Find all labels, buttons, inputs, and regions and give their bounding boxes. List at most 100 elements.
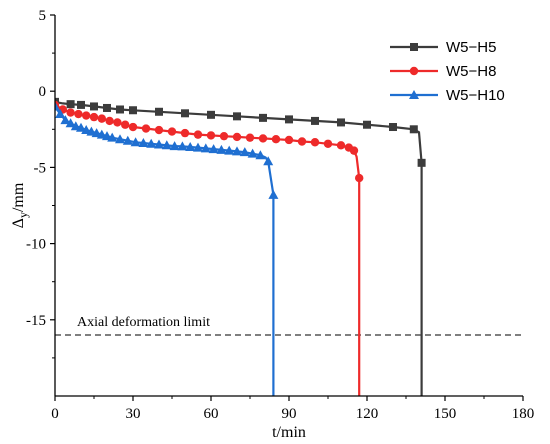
series-point	[113, 118, 122, 127]
series-point	[363, 120, 371, 129]
series-w5-h8	[55, 100, 364, 396]
series-point	[66, 108, 75, 117]
series-point	[180, 128, 190, 138]
series-point	[206, 131, 216, 140]
series-point	[268, 189, 279, 199]
y-tick-label: 0	[39, 84, 47, 100]
series-point	[193, 142, 203, 152]
series-point	[224, 145, 235, 155]
legend-swatch-marker	[410, 43, 418, 51]
series-point	[336, 141, 346, 150]
series-point	[323, 139, 333, 148]
series-point	[105, 116, 114, 126]
axial-deformation-limit-label: Axial deformation limit	[77, 315, 210, 330]
series-point	[76, 122, 86, 132]
series-point	[155, 107, 163, 116]
series-point	[141, 124, 151, 133]
series-point	[259, 113, 267, 122]
series-w5-h5	[55, 97, 426, 396]
series-point	[233, 112, 241, 121]
series-point	[181, 109, 189, 118]
series-point	[107, 132, 118, 142]
series-point	[200, 143, 211, 153]
series-point	[193, 130, 203, 139]
x-tick-label: 180	[512, 406, 535, 422]
series-point	[177, 141, 188, 151]
series-point	[121, 120, 130, 129]
series-point	[310, 138, 320, 147]
series-point	[65, 118, 76, 128]
series-point	[245, 133, 255, 142]
series-point	[355, 173, 364, 183]
deformation-limit-layer: Axial deformation limit	[55, 315, 523, 336]
y-tick-label: 5	[39, 8, 47, 24]
series-point	[154, 125, 164, 135]
x-tick-label: 120	[356, 406, 379, 422]
series-point	[89, 112, 99, 122]
series-point	[77, 100, 85, 109]
series-point	[55, 101, 60, 111]
series-point	[258, 134, 268, 143]
x-tick-label: 90	[282, 406, 297, 422]
series-point	[219, 131, 229, 141]
series-point	[311, 116, 319, 125]
legend-entry: W5−H5	[390, 39, 496, 56]
series-point	[116, 105, 124, 114]
y-tick-label: -10	[26, 237, 46, 253]
legend-label: W5−H5	[446, 39, 496, 56]
legend-swatch-marker	[409, 66, 419, 76]
series-point	[263, 156, 274, 166]
series-point	[417, 158, 426, 167]
series-line	[55, 100, 423, 396]
y-tick-label: -15	[26, 313, 46, 329]
y-axis-title-symbol: Δ	[10, 218, 27, 228]
series-point	[122, 135, 133, 145]
series-point	[409, 125, 418, 134]
series-point	[161, 140, 172, 150]
series-point	[130, 137, 141, 147]
series-point	[247, 148, 258, 158]
x-tick-label: 150	[434, 406, 457, 422]
series-point	[255, 150, 266, 160]
series-point	[55, 109, 66, 119]
series-point	[129, 106, 137, 115]
y-axis-title-subscript: y	[16, 212, 30, 218]
series-point	[284, 135, 294, 145]
series-point	[82, 111, 91, 120]
y-axis-title: Δy/mm	[10, 182, 30, 228]
legend: W5−H5 W5−H8 W5−H10	[390, 39, 505, 104]
ticks-layer: 0 30 60 90 120 150 180 5 0 -5 -10 -15	[26, 8, 534, 422]
series-point	[169, 141, 180, 151]
series-point	[232, 132, 242, 142]
series-w5-h10	[55, 101, 279, 396]
x-axis-title: t/min	[272, 424, 306, 441]
series-point	[232, 146, 242, 156]
series-point	[337, 118, 345, 127]
legend-swatch-marker	[409, 90, 419, 99]
series-point	[297, 137, 307, 146]
y-tick-label: -5	[34, 160, 47, 176]
series-point	[115, 134, 125, 144]
series-point	[389, 123, 397, 132]
y-axis-title-unit: /mm	[10, 182, 27, 212]
legend-entry: W5−H8	[390, 63, 496, 80]
series-point	[90, 102, 98, 111]
legend-label: W5−H8	[446, 63, 496, 80]
x-tick-label: 60	[204, 406, 219, 422]
series-point	[167, 127, 177, 136]
series-point	[216, 144, 227, 154]
series-point	[349, 146, 359, 155]
series-point	[271, 135, 281, 144]
series-point	[66, 100, 75, 109]
series-point	[208, 144, 219, 154]
series-point	[146, 138, 157, 148]
x-tick-label: 30	[126, 406, 141, 422]
series-point	[185, 141, 196, 151]
series-point	[60, 115, 71, 125]
legend-label: W5−H10	[446, 87, 505, 104]
series-layer	[55, 97, 426, 396]
series-point	[128, 122, 138, 132]
series-point	[103, 103, 111, 112]
legend-entry: W5−H10	[390, 87, 505, 104]
